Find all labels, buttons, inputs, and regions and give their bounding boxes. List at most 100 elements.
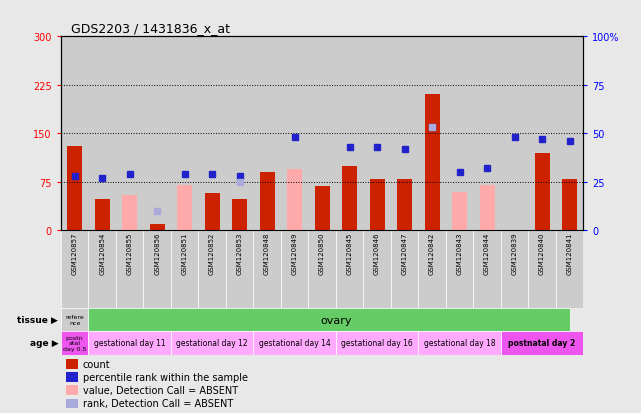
Text: value, Detection Call = ABSENT: value, Detection Call = ABSENT [83,385,238,395]
Bar [253,37,281,231]
Bar [473,231,501,308]
Text: GSM120854: GSM120854 [99,232,105,275]
Bar [446,231,473,308]
Bar [473,37,501,231]
Bar [66,373,78,382]
Text: GSM120853: GSM120853 [237,232,242,275]
Text: ovary: ovary [320,315,352,325]
Bar [397,179,412,231]
Bar [501,37,528,231]
Text: GSM120852: GSM120852 [209,232,215,275]
Bar [556,231,583,308]
Bar [95,200,110,231]
Text: GSM120842: GSM120842 [429,232,435,275]
Text: GSM120843: GSM120843 [456,232,463,275]
Text: GSM120839: GSM120839 [512,232,517,275]
Bar [528,231,556,308]
Bar [226,231,253,308]
Bar [391,37,419,231]
Bar [198,37,226,231]
Bar [116,231,144,308]
Text: GSM120848: GSM120848 [264,232,270,275]
Text: rank, Detection Call = ABSENT: rank, Detection Call = ABSENT [83,399,233,408]
Text: GDS2203 / 1431836_x_at: GDS2203 / 1431836_x_at [71,21,230,35]
Bar [66,360,78,369]
Bar [369,179,385,231]
Text: GSM120840: GSM120840 [539,232,545,275]
Bar [281,37,308,231]
Bar [562,179,577,231]
Text: GSM120850: GSM120850 [319,232,325,275]
Text: percentile rank within the sample: percentile rank within the sample [83,373,248,382]
Bar [232,200,247,231]
Text: gestational day 16: gestational day 16 [341,339,413,347]
Bar [66,386,78,395]
Text: GSM120847: GSM120847 [402,232,408,275]
Bar [61,331,88,355]
Text: count: count [83,359,110,369]
Text: GSM120841: GSM120841 [567,232,572,275]
Bar [501,231,528,308]
Bar [424,95,440,231]
Bar [336,331,419,355]
Bar [171,331,253,355]
Bar [253,331,336,355]
Bar [315,187,329,231]
Bar [204,193,220,231]
Text: GSM120857: GSM120857 [72,232,78,275]
Text: gestational day 18: gestational day 18 [424,339,495,347]
Bar [391,231,419,308]
Text: GSM120851: GSM120851 [181,232,188,275]
Bar [171,37,198,231]
Text: age ▶: age ▶ [29,339,58,347]
Bar [171,231,198,308]
Text: tissue ▶: tissue ▶ [17,316,58,324]
Bar [260,173,275,231]
Bar [479,185,495,231]
Bar [363,37,391,231]
Bar [116,37,144,231]
Bar [253,231,281,308]
Bar [556,37,583,231]
Text: GSM120856: GSM120856 [154,232,160,275]
Bar [535,153,549,231]
Bar [144,231,171,308]
Bar [66,399,78,408]
Text: gestational day 12: gestational day 12 [176,339,248,347]
Text: gestational day 14: gestational day 14 [259,339,331,347]
Text: GSM120845: GSM120845 [347,232,353,275]
Bar [61,308,88,331]
Text: gestational day 11: gestational day 11 [94,339,165,347]
Text: GSM120855: GSM120855 [127,232,133,275]
Text: postn
atal
day 0.5: postn atal day 0.5 [63,335,87,351]
Bar [308,37,336,231]
Bar [281,231,308,308]
Bar [419,231,446,308]
Bar [419,331,501,355]
Bar [122,195,137,231]
Text: GSM120844: GSM120844 [484,232,490,275]
Bar [452,192,467,231]
Bar [144,37,171,231]
Bar [308,231,336,308]
Bar [501,331,583,355]
Bar [88,231,116,308]
Bar [149,224,165,231]
Bar [61,37,88,231]
Bar [336,37,363,231]
Bar [88,331,171,355]
Bar [336,231,363,308]
Bar [446,37,473,231]
Bar [342,166,357,231]
Bar [419,37,446,231]
Bar [88,37,116,231]
Bar [287,169,302,231]
Text: refere
nce: refere nce [65,314,84,325]
Bar [226,37,253,231]
Bar [528,37,556,231]
Text: postnatal day 2: postnatal day 2 [508,339,576,347]
Bar [67,147,82,231]
Bar [198,231,226,308]
Bar [363,231,391,308]
Text: GSM120849: GSM120849 [292,232,297,275]
